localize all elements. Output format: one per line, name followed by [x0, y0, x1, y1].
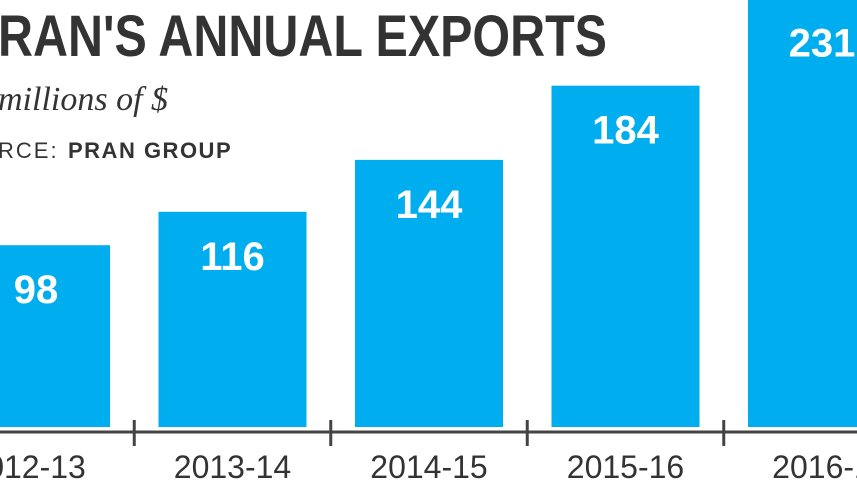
- bar: [158, 211, 307, 427]
- chart-title: RAN'S ANNUAL EXPORTS: [0, 4, 607, 69]
- bar: [748, 0, 857, 428]
- value-label: 144: [396, 183, 463, 227]
- x-tick-label: 2016-1: [772, 449, 857, 482]
- bar: [551, 85, 700, 428]
- bar: [0, 245, 110, 427]
- x-tick-label: 2014-15: [370, 449, 487, 482]
- chart-subtitle: millions of $: [0, 81, 168, 118]
- bar: [355, 159, 503, 427]
- value-label: 231: [789, 21, 856, 65]
- value-label: 98: [14, 268, 59, 312]
- x-tick-label: 012-13: [0, 449, 86, 482]
- x-tick-label: 2013-14: [174, 449, 291, 482]
- x-tick-label: 2015-16: [567, 449, 684, 482]
- value-label: 116: [200, 235, 265, 279]
- value-label: 184: [592, 109, 659, 153]
- source-label: RCE:: [0, 138, 59, 163]
- source: PRAN GROUP: [68, 138, 232, 163]
